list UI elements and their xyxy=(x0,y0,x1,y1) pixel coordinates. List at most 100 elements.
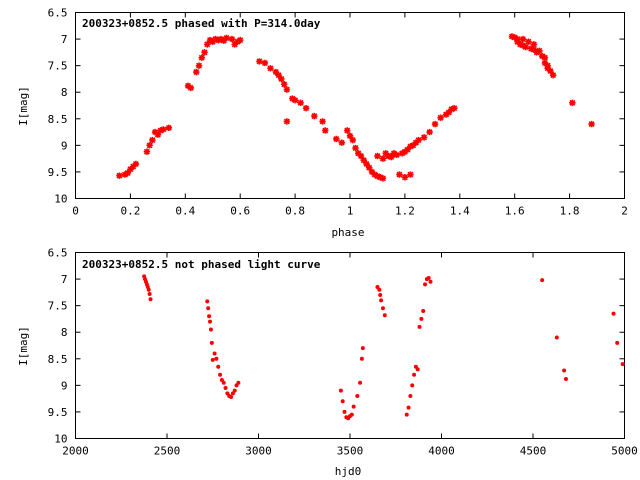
data-point xyxy=(289,95,296,102)
data-point xyxy=(349,412,354,417)
data-point xyxy=(398,150,406,157)
data-point xyxy=(297,99,304,107)
data-point xyxy=(357,152,365,160)
data-point xyxy=(143,148,151,155)
data-point xyxy=(426,276,431,281)
data-point xyxy=(160,126,167,133)
data-point xyxy=(272,68,280,76)
data-point xyxy=(554,335,559,340)
data-point xyxy=(206,36,214,44)
y-tick-label: 8.5 xyxy=(48,353,68,366)
data-point xyxy=(319,118,326,125)
data-point xyxy=(451,104,458,112)
data-point xyxy=(533,49,540,56)
y-tick-label: 6.5 xyxy=(48,247,68,260)
data-point xyxy=(549,72,557,79)
data-point xyxy=(363,160,370,168)
x-tick-label: 0.2 xyxy=(120,205,140,218)
data-point xyxy=(278,75,285,83)
data-point xyxy=(368,168,376,176)
x-tick-label: 2 xyxy=(621,205,628,218)
data-point xyxy=(615,340,620,345)
data-point xyxy=(302,104,310,112)
x-tick-label: 1.2 xyxy=(395,205,415,218)
data-point xyxy=(206,306,211,311)
data-point xyxy=(349,136,356,144)
x-axis-label: phase xyxy=(331,226,364,239)
y-tick-label: 7.5 xyxy=(48,60,68,73)
data-point xyxy=(352,144,359,152)
data-point xyxy=(522,43,529,51)
data-point xyxy=(311,112,318,120)
data-point xyxy=(256,58,263,65)
data-point xyxy=(346,132,354,139)
data-point xyxy=(415,367,420,372)
plot-frame xyxy=(75,12,625,199)
x-tick-label: 1.4 xyxy=(450,205,470,218)
data-point xyxy=(407,171,414,178)
data-point xyxy=(217,35,225,43)
data-point xyxy=(165,124,173,132)
data-point xyxy=(220,37,227,44)
data-point xyxy=(148,297,153,302)
x-tick-label: 3000 xyxy=(245,445,272,458)
data-point xyxy=(157,127,164,134)
y-axis-label: I[mag] xyxy=(17,326,30,366)
data-point xyxy=(508,33,516,40)
y-tick-label: 9.5 xyxy=(48,406,68,419)
data-point xyxy=(184,82,192,90)
data-point xyxy=(201,49,208,56)
data-point xyxy=(519,42,527,49)
data-point xyxy=(538,52,546,60)
x-axis-label: hjd0 xyxy=(335,465,362,478)
data-point xyxy=(214,356,219,361)
data-point xyxy=(371,171,378,178)
data-point xyxy=(359,356,364,361)
data-point xyxy=(404,146,411,153)
x-tick-label: 0.4 xyxy=(175,205,195,218)
data-point xyxy=(212,35,219,43)
data-point xyxy=(420,134,428,141)
data-point xyxy=(267,65,274,72)
x-tick-label: 5000 xyxy=(611,445,638,458)
data-point xyxy=(208,319,213,324)
data-point xyxy=(620,362,625,367)
data-point xyxy=(149,136,156,144)
data-point xyxy=(421,308,426,313)
data-point xyxy=(379,175,387,182)
data-point xyxy=(541,59,549,67)
y-tick-label: 9.5 xyxy=(48,166,68,179)
y-tick-label: 8 xyxy=(61,326,68,339)
data-point xyxy=(588,120,595,128)
data-point xyxy=(147,291,152,296)
data-point xyxy=(374,172,381,180)
data-point xyxy=(231,41,238,48)
data-point xyxy=(569,99,576,107)
data-point xyxy=(445,109,453,116)
data-point xyxy=(516,41,524,48)
x-tick-label: 0.8 xyxy=(285,205,305,218)
data-point xyxy=(132,160,140,168)
data-point xyxy=(116,172,123,179)
y-tick-label: 9 xyxy=(61,379,68,392)
data-point xyxy=(360,157,367,164)
x-tick-label: 2000 xyxy=(62,445,89,458)
data-point xyxy=(121,171,129,178)
data-point xyxy=(151,128,159,136)
y-tick-label: 10 xyxy=(54,433,67,446)
y-axis-label: I[mag] xyxy=(17,86,30,126)
y-tick-label: 7 xyxy=(61,33,68,46)
x-tick-label: 2500 xyxy=(154,445,181,458)
data-point xyxy=(562,368,567,373)
data-point xyxy=(322,127,329,134)
data-point xyxy=(423,282,428,287)
data-point xyxy=(232,388,237,393)
data-point xyxy=(358,380,363,385)
data-point xyxy=(387,153,395,161)
data-point xyxy=(540,278,545,283)
data-point xyxy=(393,151,400,159)
data-point xyxy=(401,148,409,155)
y-tick-label: 10 xyxy=(54,193,67,206)
data-point xyxy=(333,135,340,143)
data-point xyxy=(417,324,422,329)
